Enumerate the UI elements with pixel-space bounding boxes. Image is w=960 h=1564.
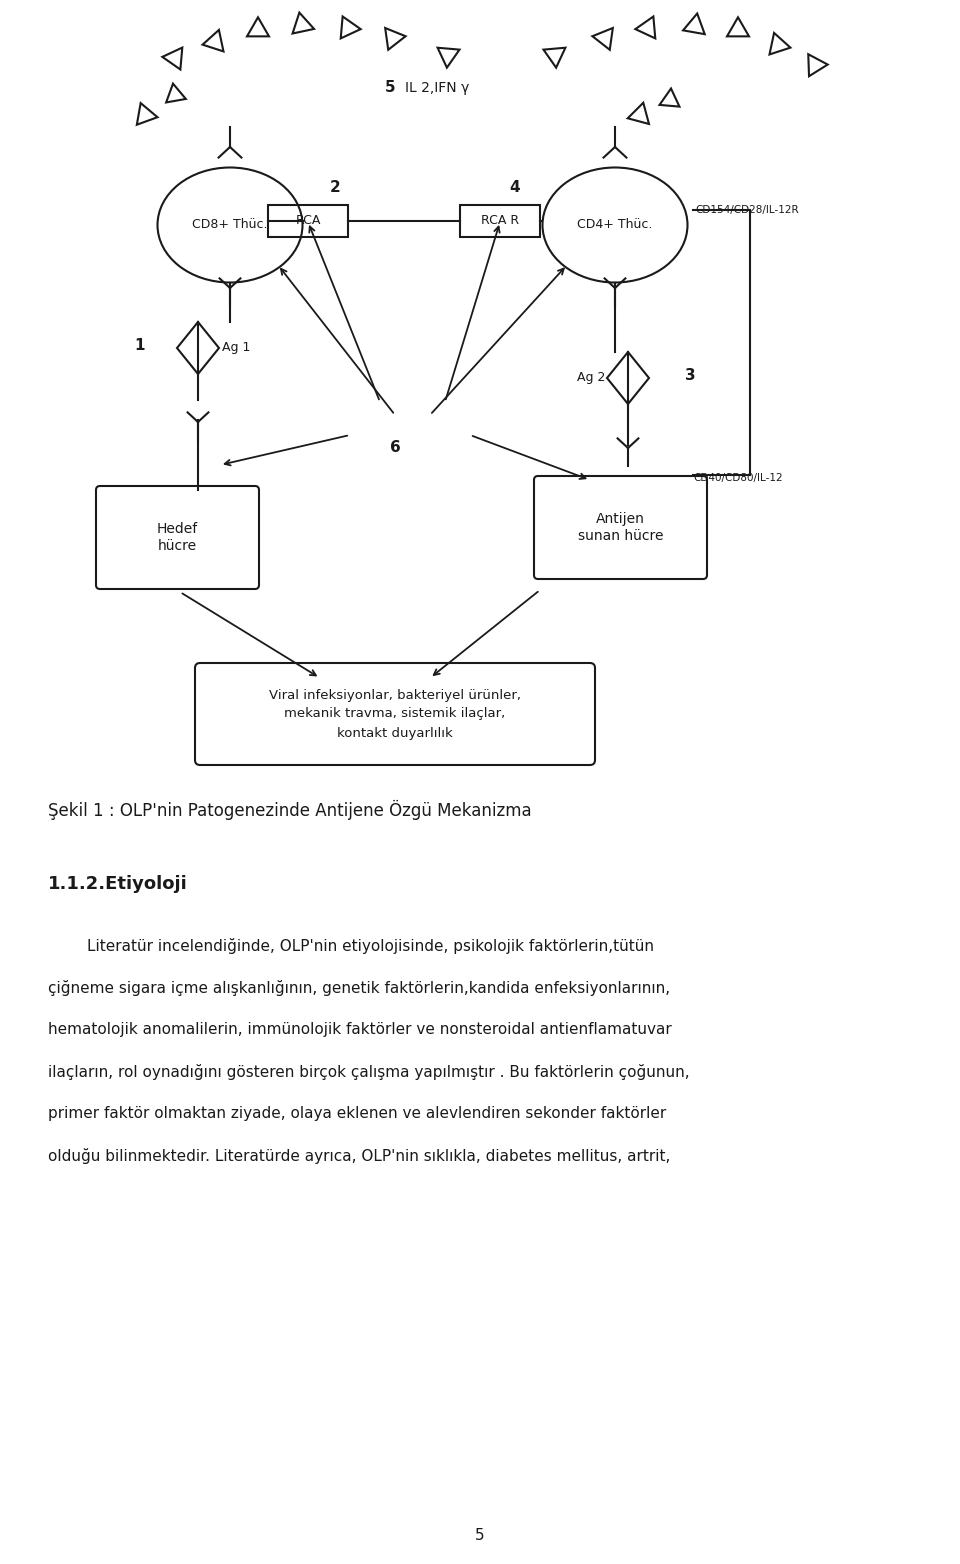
Text: 2: 2 bbox=[329, 180, 341, 196]
Text: 4: 4 bbox=[510, 180, 520, 196]
Text: ilaçların, rol oynadığını gösteren birçok çalışma yapılmıştır . Bu faktörlerin ç: ilaçların, rol oynadığını gösteren birço… bbox=[48, 1064, 689, 1081]
Text: Ag 1: Ag 1 bbox=[222, 341, 251, 355]
Text: CD40/CD80/IL-12: CD40/CD80/IL-12 bbox=[693, 472, 782, 483]
Text: 1: 1 bbox=[134, 338, 145, 352]
Text: Antijen
sunan hücre: Antijen sunan hücre bbox=[578, 513, 663, 543]
Text: Ag 2: Ag 2 bbox=[577, 372, 605, 385]
Text: Literatür incelendiğinde, OLP'nin etiyolojisinde, psikolojik faktörlerin,tütün: Literatür incelendiğinde, OLP'nin etiyol… bbox=[48, 938, 654, 954]
Text: IL 2,IFN γ: IL 2,IFN γ bbox=[405, 81, 469, 95]
Text: Şekil 1 : OLP'nin Patogenezinde Antijene Özgü Mekanizma: Şekil 1 : OLP'nin Patogenezinde Antijene… bbox=[48, 801, 532, 820]
Text: CD4+ Thüc.: CD4+ Thüc. bbox=[577, 219, 653, 231]
Text: 5: 5 bbox=[475, 1528, 485, 1544]
Text: 6: 6 bbox=[390, 441, 400, 455]
Text: primer faktör olmaktan ziyade, olaya eklenen ve alevlendiren sekonder faktörler: primer faktör olmaktan ziyade, olaya ekl… bbox=[48, 1106, 666, 1121]
Text: CD154/CD28/IL-12R: CD154/CD28/IL-12R bbox=[695, 205, 799, 214]
Text: 3: 3 bbox=[684, 368, 695, 383]
Text: RCA: RCA bbox=[296, 214, 321, 227]
Text: olduğu bilinmektedir. Literatürde ayrıca, OLP'nin sıklıkla, diabetes mellitus, a: olduğu bilinmektedir. Literatürde ayrıca… bbox=[48, 1148, 670, 1164]
Text: çiğneme sigara içme alışkanlığının, genetik faktörlerin,kandida enfeksiyonlarını: çiğneme sigara içme alışkanlığının, gene… bbox=[48, 981, 670, 996]
Text: hematolojik anomalilerin, immünolojik faktörler ve nonsteroidal antienflamatuvar: hematolojik anomalilerin, immünolojik fa… bbox=[48, 1021, 672, 1037]
Text: Hedef
hücre: Hedef hücre bbox=[156, 522, 198, 552]
Text: 5: 5 bbox=[384, 80, 395, 95]
Text: CD8+ Thüc.: CD8+ Thüc. bbox=[192, 219, 268, 231]
Text: 1.1.2.Etiyoloji: 1.1.2.Etiyoloji bbox=[48, 874, 188, 893]
Text: Viral infeksiyonlar, bakteriyel ürünler,
mekanik travma, sistemik ilaçlar,
konta: Viral infeksiyonlar, bakteriyel ürünler,… bbox=[269, 688, 521, 740]
Text: RCA R: RCA R bbox=[481, 214, 519, 227]
